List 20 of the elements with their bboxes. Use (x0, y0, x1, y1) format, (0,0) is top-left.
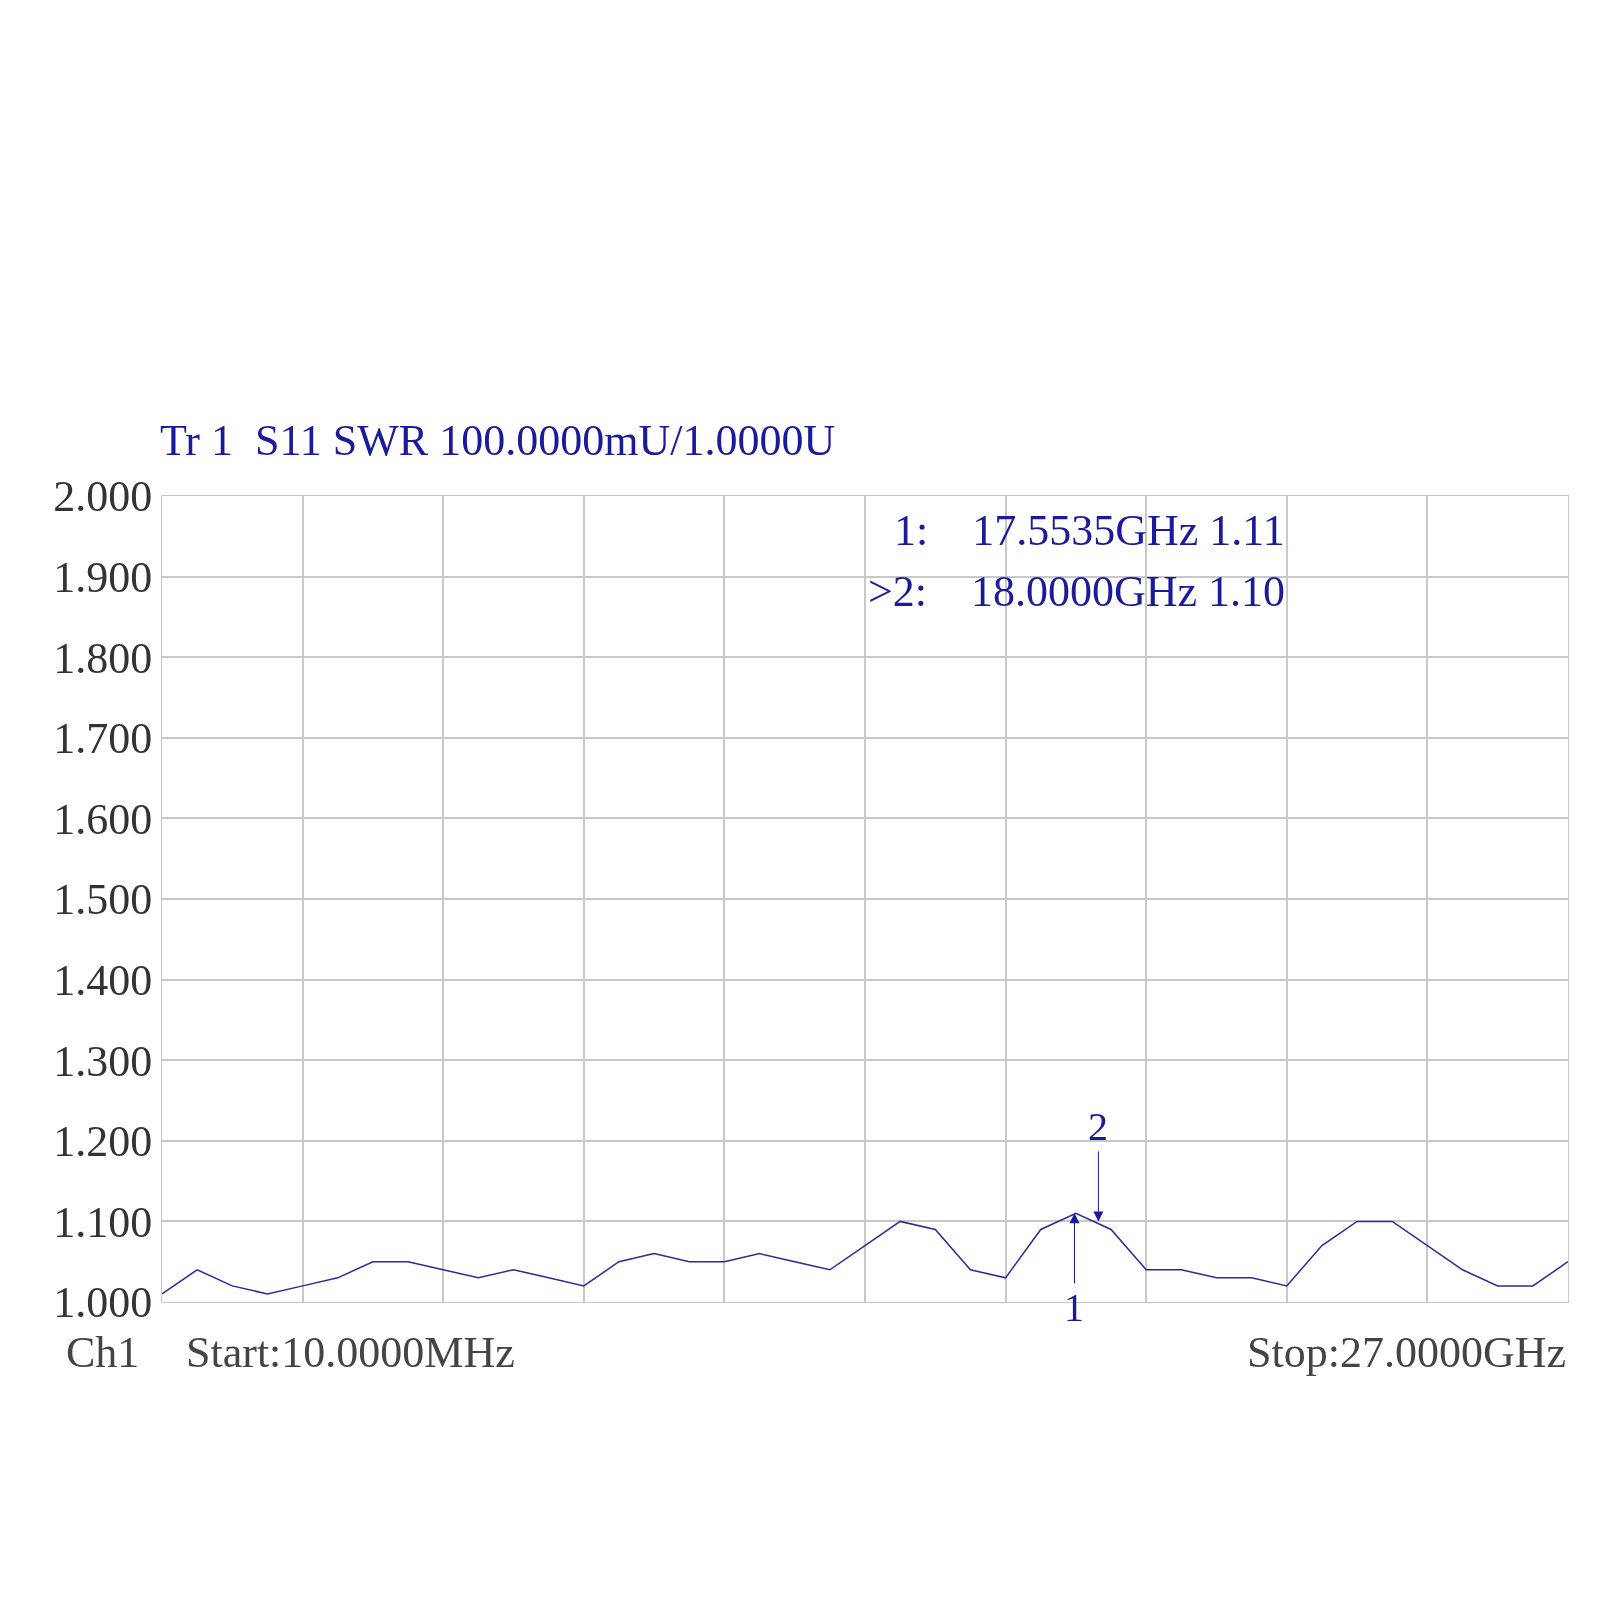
y-tick-label: 1.600 (53, 794, 153, 844)
y-tick-label: 1.100 (53, 1197, 153, 1247)
y-tick-label: 1.300 (53, 1036, 153, 1086)
annotation: >2: 18.0000GHz 1.10 (868, 567, 1286, 616)
line-series (162, 1212, 1568, 1295)
y-tick-label: 1.400 (53, 956, 153, 1005)
text: Stop:27.0000GHz (1247, 1328, 1566, 1377)
text: Ch1 (66, 1328, 140, 1377)
annotation: 1: 17.5535GHz 1.11 (894, 506, 1285, 555)
y-tick-label: 2.000 (53, 472, 153, 522)
y-tick-label: 1.800 (53, 633, 153, 683)
chart-title: Tr 1 S11 SWR 100.0000mU/1.0000U (160, 416, 836, 465)
y-tick-label: 1.000 (53, 1278, 153, 1328)
annotation: 1 (1064, 1285, 1084, 1330)
annotation: 2 (1088, 1104, 1108, 1149)
y-tick-label: 1.900 (53, 553, 153, 602)
y-tick-label: 1.200 (53, 1117, 153, 1167)
y-tick-label: 1.500 (53, 875, 153, 925)
text: Start:10.0000MHz (186, 1328, 515, 1377)
y-tick-label: 1.700 (53, 714, 153, 764)
